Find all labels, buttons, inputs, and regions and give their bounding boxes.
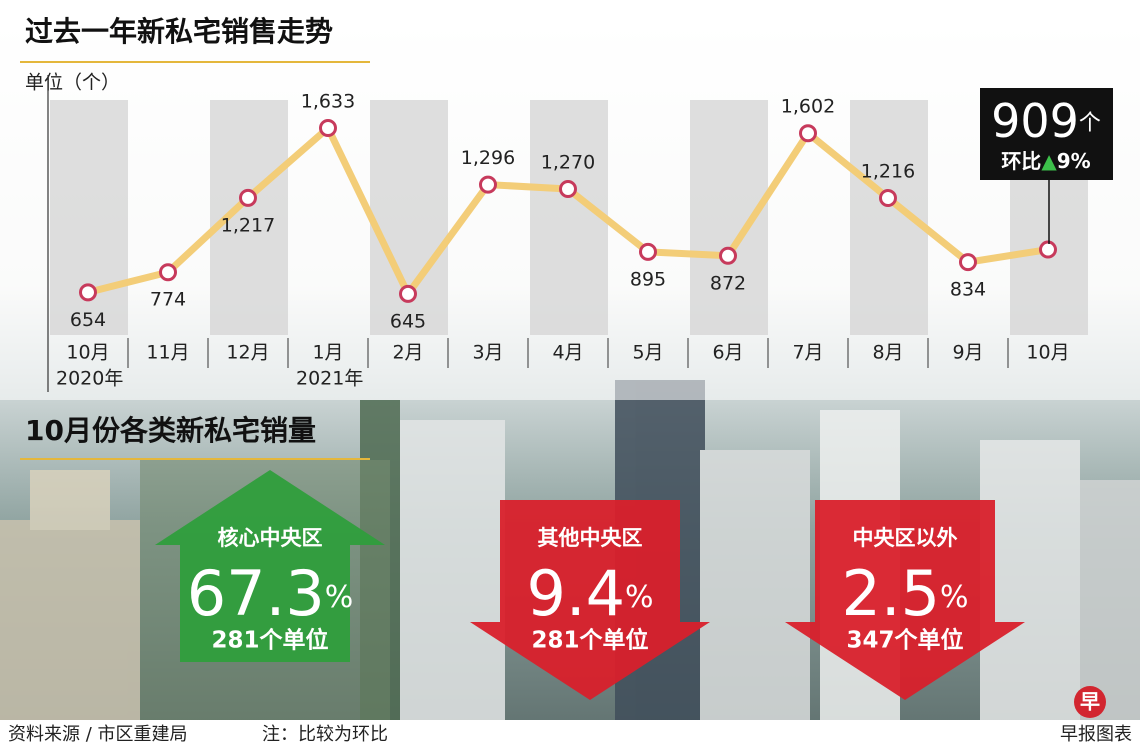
callout-box — [980, 88, 1113, 180]
share-unit: % — [325, 580, 354, 615]
column-band — [530, 100, 608, 335]
region-name: 其他中央区 — [538, 526, 643, 550]
building — [1080, 480, 1140, 720]
x-tick-label: 3月 — [472, 342, 503, 364]
value-label: 1,217 — [221, 214, 275, 236]
value-label: 872 — [710, 272, 746, 294]
marker — [639, 242, 657, 261]
x-tick-label: 7月 — [792, 342, 823, 364]
source: 资料来源 / 市区重建局 — [8, 724, 188, 745]
footer-bar — [0, 720, 1140, 752]
year-label: 2021年 — [296, 368, 363, 390]
share-number: 9.4 — [526, 557, 625, 630]
callout-value: 909个 — [991, 94, 1101, 148]
x-tick-label: 11月 — [146, 342, 189, 364]
marker — [399, 284, 417, 303]
year-label: 2020年 — [56, 368, 123, 390]
region-units: 281个单位 — [531, 627, 648, 654]
value-label: 895 — [630, 268, 666, 290]
arrow-up — [155, 470, 385, 662]
region-share: 9.4% — [526, 557, 653, 630]
value-label: 1,270 — [541, 151, 595, 173]
region-name: 中央区以外 — [853, 526, 958, 550]
arrow-down — [470, 500, 710, 700]
plot: 10月 2020年 11月 12月 1月 2021年 2月 3月 4月 5月 6月 7月 8月 9月 10月… — [56, 91, 1070, 390]
note: 注：比较为环比 — [262, 724, 388, 745]
x-tick-label: 12月 — [226, 342, 269, 364]
region-units: 281个单位 — [211, 627, 328, 654]
building — [30, 470, 110, 530]
value-label: 1,296 — [461, 147, 515, 169]
region-share: 2.5% — [841, 557, 968, 630]
value-label: 774 — [150, 289, 186, 311]
x-tick-label: 6月 — [712, 342, 743, 364]
value-label: 645 — [390, 310, 426, 332]
share-number: 67.3 — [187, 557, 325, 630]
breakdown-title: 10月份各类新私宅销量 — [25, 414, 316, 447]
callout-change: 环比▲9% — [1001, 149, 1090, 173]
logo: 早 — [1080, 690, 1100, 714]
x-tick-label: 8月 — [872, 342, 903, 364]
region-name: 核心中央区 — [218, 526, 323, 550]
breakdown-arrows: 核心中央区67.3%281个单位其他中央区9.4%281个单位中央区以外2.5%… — [155, 470, 1025, 700]
credit: 早报图表 — [1060, 724, 1132, 745]
x-tick-label: 4月 — [552, 342, 583, 364]
marker — [799, 124, 817, 143]
marker — [879, 189, 897, 208]
marker — [159, 263, 177, 282]
value-label: 1,216 — [861, 161, 915, 183]
marker — [479, 175, 497, 194]
callout-change-value: 9% — [1057, 149, 1091, 173]
building — [700, 450, 810, 720]
value-label: 1,602 — [781, 96, 835, 118]
callout-arrow: ▲ — [1041, 149, 1057, 173]
region-units: 347个单位 — [846, 627, 963, 654]
marker — [559, 179, 577, 198]
share-unit: % — [625, 580, 654, 615]
marker — [319, 119, 337, 138]
callout-number: 909 — [991, 94, 1079, 148]
arrow-down — [785, 500, 1025, 700]
value-label: 654 — [70, 309, 106, 331]
value-label: 834 — [950, 279, 986, 301]
x-tick-label: 10月 — [1026, 342, 1069, 364]
x-tick-label: 10月 — [66, 342, 109, 364]
building — [980, 440, 1080, 720]
share-unit: % — [940, 580, 969, 615]
building — [395, 420, 505, 720]
x-tick-label: 5月 — [632, 342, 663, 364]
y-axis-label: 单位（个） — [25, 72, 120, 94]
x-tick-label: 9月 — [952, 342, 983, 364]
chart-title: 过去一年新私宅销售走势 — [25, 15, 333, 48]
marker — [239, 188, 257, 207]
marker — [719, 246, 737, 265]
callout-unit: 个 — [1079, 111, 1101, 136]
marker — [1039, 240, 1057, 259]
share-number: 2.5 — [841, 557, 940, 630]
x-tick-label: 2月 — [392, 342, 423, 364]
callout-change-label: 环比 — [1001, 149, 1041, 173]
marker — [79, 283, 97, 302]
marker — [959, 253, 977, 272]
logo-circle — [1074, 686, 1106, 718]
x-tick-label: 1月 — [312, 342, 343, 364]
building — [0, 520, 140, 720]
value-label: 1,633 — [301, 91, 355, 113]
region-share: 67.3% — [187, 557, 354, 630]
